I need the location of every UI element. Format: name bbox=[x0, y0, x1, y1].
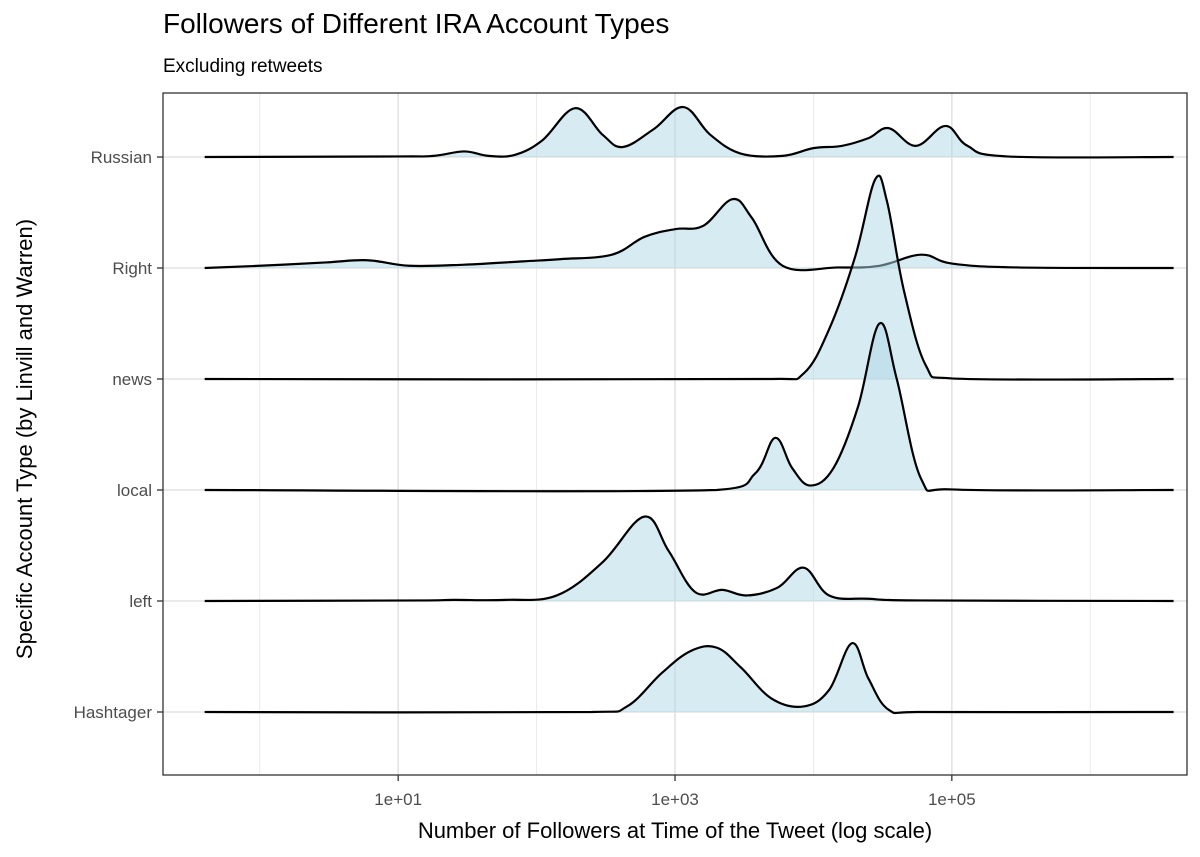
x-tick-label: 1e+01 bbox=[374, 790, 422, 809]
ridge-area-right bbox=[204, 199, 1174, 271]
ridge-line-hashtager bbox=[204, 642, 1174, 715]
chart-title: Followers of Different IRA Account Types bbox=[163, 8, 670, 39]
y-tick-label-right: Right bbox=[112, 259, 152, 278]
ridge-line-left bbox=[204, 515, 1174, 603]
ridge-line-russian bbox=[204, 105, 1174, 159]
ridge-line-right bbox=[204, 197, 1174, 272]
x-tick-label: 1e+05 bbox=[928, 790, 976, 809]
chart-subtitle: Excluding retweets bbox=[163, 56, 323, 77]
y-tick-label-hashtager: Hashtager bbox=[74, 703, 153, 722]
ridge-area-russian bbox=[204, 107, 1174, 158]
x-axis-title: Number of Followers at Time of the Tweet… bbox=[418, 818, 932, 843]
y-tick-label-russian: Russian bbox=[91, 148, 152, 167]
x-tick-label: 1e+03 bbox=[651, 790, 699, 809]
y-tick-label-local: local bbox=[117, 481, 152, 500]
y-tick-label-news: news bbox=[112, 370, 152, 389]
ridge-line-news bbox=[204, 174, 1174, 381]
y-tick-label-left: left bbox=[129, 592, 152, 611]
ridge-line-local bbox=[204, 322, 1174, 493]
y-axis-title: Specific Account Type (by Linvill and Wa… bbox=[12, 219, 37, 659]
ridge-area-hashtager bbox=[204, 643, 1174, 714]
